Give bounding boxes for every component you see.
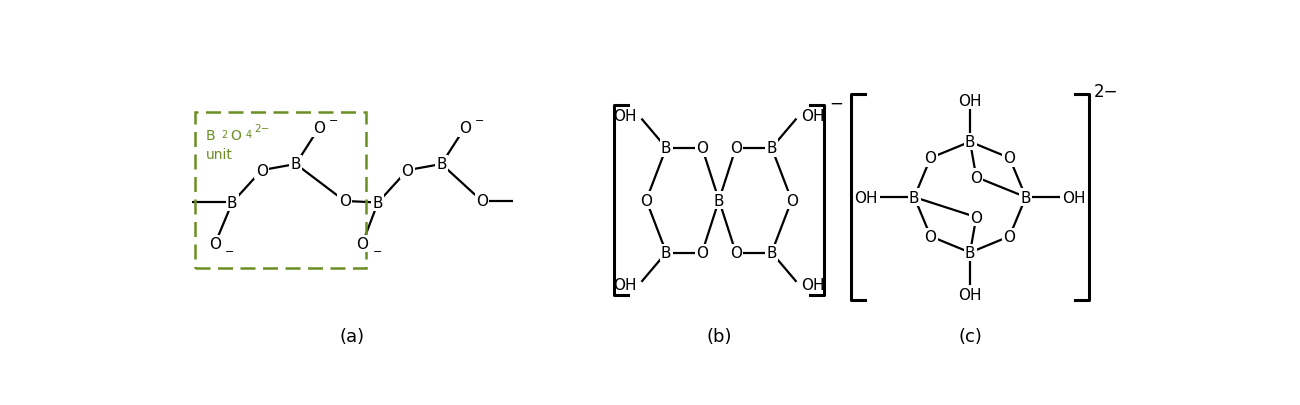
Text: O: O — [356, 236, 368, 251]
Text: O: O — [696, 245, 708, 260]
Text: B: B — [660, 141, 672, 156]
Text: O: O — [785, 193, 798, 208]
Text: OH: OH — [801, 278, 824, 293]
Text: B: B — [437, 157, 447, 172]
Text: B: B — [1020, 190, 1031, 205]
Text: O: O — [729, 245, 742, 260]
Text: 2−: 2− — [1095, 83, 1118, 100]
Text: −: − — [474, 116, 484, 126]
Text: O: O — [970, 170, 983, 185]
Text: B: B — [965, 245, 975, 260]
Text: O: O — [402, 163, 413, 178]
Text: O: O — [970, 210, 983, 225]
Text: O: O — [696, 141, 708, 156]
Text: OH: OH — [958, 287, 982, 302]
Text: B: B — [660, 245, 672, 260]
Text: B: B — [714, 193, 724, 208]
Text: OH: OH — [958, 93, 982, 108]
Text: (b): (b) — [706, 327, 732, 345]
Text: OH: OH — [1062, 190, 1086, 205]
Text: O: O — [924, 229, 936, 244]
Text: −: − — [829, 94, 842, 112]
Text: O: O — [476, 194, 488, 209]
Text: 2−: 2− — [255, 124, 270, 134]
Text: B: B — [767, 245, 777, 260]
Text: O: O — [256, 163, 268, 178]
Text: O: O — [338, 194, 351, 209]
Text: O: O — [640, 193, 653, 208]
Text: B: B — [227, 196, 238, 211]
Text: B: B — [291, 157, 302, 172]
Text: B: B — [205, 129, 216, 143]
Text: O: O — [924, 151, 936, 166]
Text: −: − — [329, 116, 338, 126]
Text: O: O — [313, 121, 325, 136]
Text: O: O — [1004, 151, 1015, 166]
Text: −: − — [373, 246, 382, 256]
Text: −: − — [225, 246, 234, 256]
Text: O: O — [209, 236, 221, 251]
Text: OH: OH — [614, 278, 637, 293]
Text: OH: OH — [801, 109, 824, 124]
Text: 2: 2 — [221, 129, 228, 139]
Text: O: O — [729, 141, 742, 156]
Text: O: O — [459, 121, 471, 136]
Text: B: B — [767, 141, 777, 156]
Text: 4: 4 — [246, 129, 252, 139]
Text: O: O — [1004, 229, 1015, 244]
Text: OH: OH — [854, 190, 878, 205]
Text: B: B — [909, 190, 919, 205]
Text: unit: unit — [205, 147, 233, 162]
Text: B: B — [965, 135, 975, 150]
Text: (c): (c) — [958, 327, 982, 345]
Text: (a): (a) — [339, 327, 365, 345]
Text: B: B — [373, 196, 384, 211]
Text: O: O — [230, 129, 240, 143]
Text: OH: OH — [614, 109, 637, 124]
